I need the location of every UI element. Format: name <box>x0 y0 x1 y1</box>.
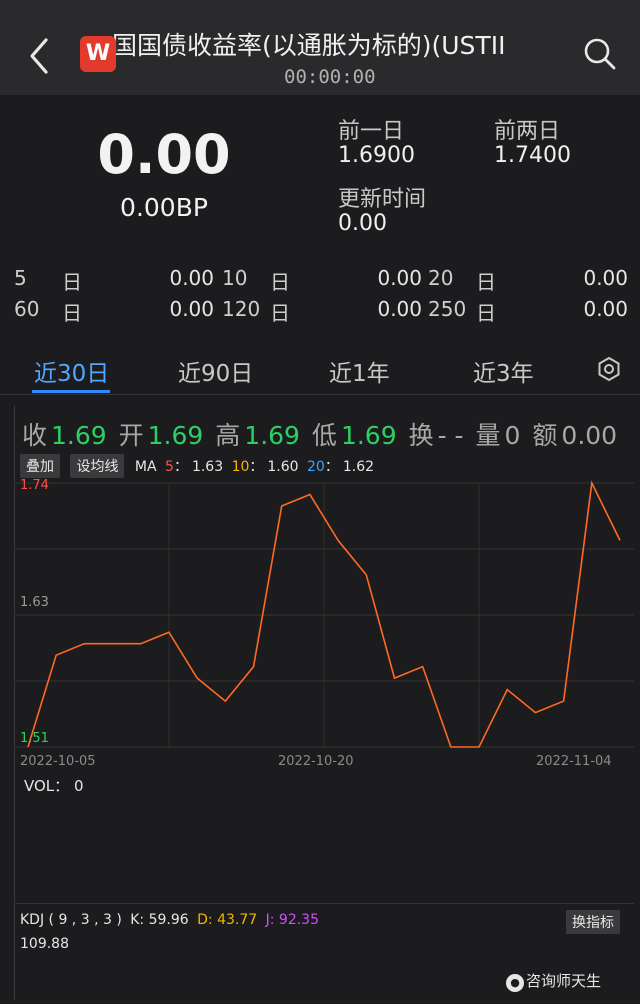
switch-indicator-button[interactable]: 换指标 <box>566 910 620 934</box>
period-unit: 日 <box>476 270 496 294</box>
ma10-value: 1.60 <box>267 459 299 475</box>
period-unit: 日 <box>476 301 496 325</box>
paw-icon: ● <box>506 974 524 992</box>
price-change: 0.00BP <box>120 193 208 222</box>
ma5-value: 1.63 <box>191 459 224 475</box>
period-unit: 日 <box>62 301 82 325</box>
search-icon[interactable] <box>583 37 617 71</box>
kdj-top-value: 109.88 <box>20 936 69 952</box>
kdj-row: KDJ ( 9 , 3 , 3 ) K: 59.96 D: 43.77 J: 9… <box>20 912 319 928</box>
watermark-text: 咨询师天生 <box>526 972 602 990</box>
ma-row: 叠加 设均线 MA 5： 1.63 10： 1.60 20： 1.62 <box>20 454 378 478</box>
kdj-j: J: 92.35 <box>265 912 319 928</box>
x-tick-label: 2022-10-20 <box>278 754 354 769</box>
y-tick-label: 1.74 <box>20 478 49 493</box>
period-value: 0.00 <box>377 297 422 321</box>
period-num: 10 <box>222 266 248 290</box>
x-tick-label: 2022-11-04 <box>536 754 612 769</box>
vol-value: 0 <box>73 777 84 795</box>
period-num: 20 <box>428 266 454 290</box>
prev-day-label: 前一日 <box>338 119 405 144</box>
update-time-value: 0.00 <box>338 211 387 236</box>
low-value: 1.69 <box>340 421 397 450</box>
period-change-grid: 5 日 0.00 10 日 0.00 20 日 0.00 60 日 0.00 1… <box>0 260 640 330</box>
x-tick-label: 2022-10-05 <box>20 754 96 769</box>
series-line <box>27 480 621 748</box>
y-tick-label: 1.51 <box>20 731 49 746</box>
chart-panel <box>14 405 634 1000</box>
high-label: 高 <box>215 421 241 450</box>
active-tab-indicator <box>32 390 110 393</box>
period-num: 5 <box>14 266 27 290</box>
ma20-key: 20 <box>307 459 325 475</box>
volume-value: 0 <box>504 421 521 450</box>
period-num: 60 <box>14 297 40 321</box>
period-value: 0.00 <box>169 297 214 321</box>
top-bar: 国国债收益率(以通胀为标的)(USTII W 00:00:00 <box>0 0 640 95</box>
period-unit: 日 <box>62 270 82 294</box>
tab-1-year[interactable]: 近1年 <box>329 361 390 387</box>
ma-label: MA <box>134 459 157 475</box>
quote-time: 00:00:00 <box>284 66 376 88</box>
tab-30-days[interactable]: 近30日 <box>34 361 110 387</box>
low-label: 低 <box>311 421 337 450</box>
volume-indicator: VOL： 0 <box>24 775 84 796</box>
open-value: 1.69 <box>147 421 204 450</box>
ma20-value: 1.62 <box>342 459 375 475</box>
open-label: 开 <box>118 421 144 450</box>
current-price: 0.00 <box>97 123 231 186</box>
period-value: 0.00 <box>583 266 628 290</box>
period-unit: 日 <box>270 301 290 325</box>
close-label: 收 <box>22 421 48 450</box>
range-tabs: 近30日 近90日 近1年 近3年 <box>0 340 640 395</box>
panel-divider <box>14 903 634 904</box>
kdj-k: K: 59.96 <box>130 912 189 928</box>
watermark: ● 咨询师天生 <box>506 970 601 992</box>
period-unit: 日 <box>270 270 290 294</box>
ma10-sep: ： <box>249 459 264 475</box>
ma5-key: 5 <box>165 459 174 475</box>
overlay-button[interactable]: 叠加 <box>20 454 60 478</box>
kdj-d: D: 43.77 <box>197 912 258 928</box>
high-value: 1.69 <box>244 421 300 450</box>
period-value: 0.00 <box>377 266 422 290</box>
ma20-sep: ： <box>324 459 339 475</box>
page-title: 国国债收益率(以通胀为标的)(USTII <box>112 31 506 60</box>
ma10-key: 10 <box>231 459 250 475</box>
y-tick-label: 1.63 <box>20 595 49 610</box>
set-ma-button[interactable]: 设均线 <box>70 454 125 478</box>
vol-label: VOL： <box>24 777 70 795</box>
gear-icon[interactable] <box>596 356 622 382</box>
amount-label: 额 <box>532 421 558 450</box>
tab-3-years[interactable]: 近3年 <box>473 361 534 387</box>
quote-panel: 0.00 0.00BP 前一日 1.6900 前两日 1.7400 更新时间 0… <box>0 95 640 255</box>
amount-value: 0.00 <box>561 421 618 450</box>
kdj-label: KDJ ( 9 , 3 , 3 ) <box>20 912 122 928</box>
period-value: 0.00 <box>169 266 214 290</box>
period-num: 120 <box>222 297 261 321</box>
period-num: 250 <box>428 297 467 321</box>
app-logo-icon: W <box>80 36 116 72</box>
close-value: 1.69 <box>51 421 107 450</box>
prev2-day-label: 前两日 <box>494 119 561 144</box>
turnover-value: - - <box>437 421 464 450</box>
price-chart[interactable]: 1.74 1.63 1.51 2022-10-05 2022-10-20 2022-11-… <box>14 475 634 775</box>
tab-90-days[interactable]: 近90日 <box>178 361 254 387</box>
update-time-label: 更新时间 <box>338 187 427 212</box>
volume-label: 量 <box>475 421 501 450</box>
turnover-label: 换 <box>408 421 434 450</box>
prev-day-value: 1.6900 <box>338 143 415 168</box>
back-icon[interactable] <box>22 34 58 78</box>
prev2-day-value: 1.7400 <box>494 143 571 168</box>
period-value: 0.00 <box>583 297 628 321</box>
ma5-sep: ： <box>173 459 188 475</box>
